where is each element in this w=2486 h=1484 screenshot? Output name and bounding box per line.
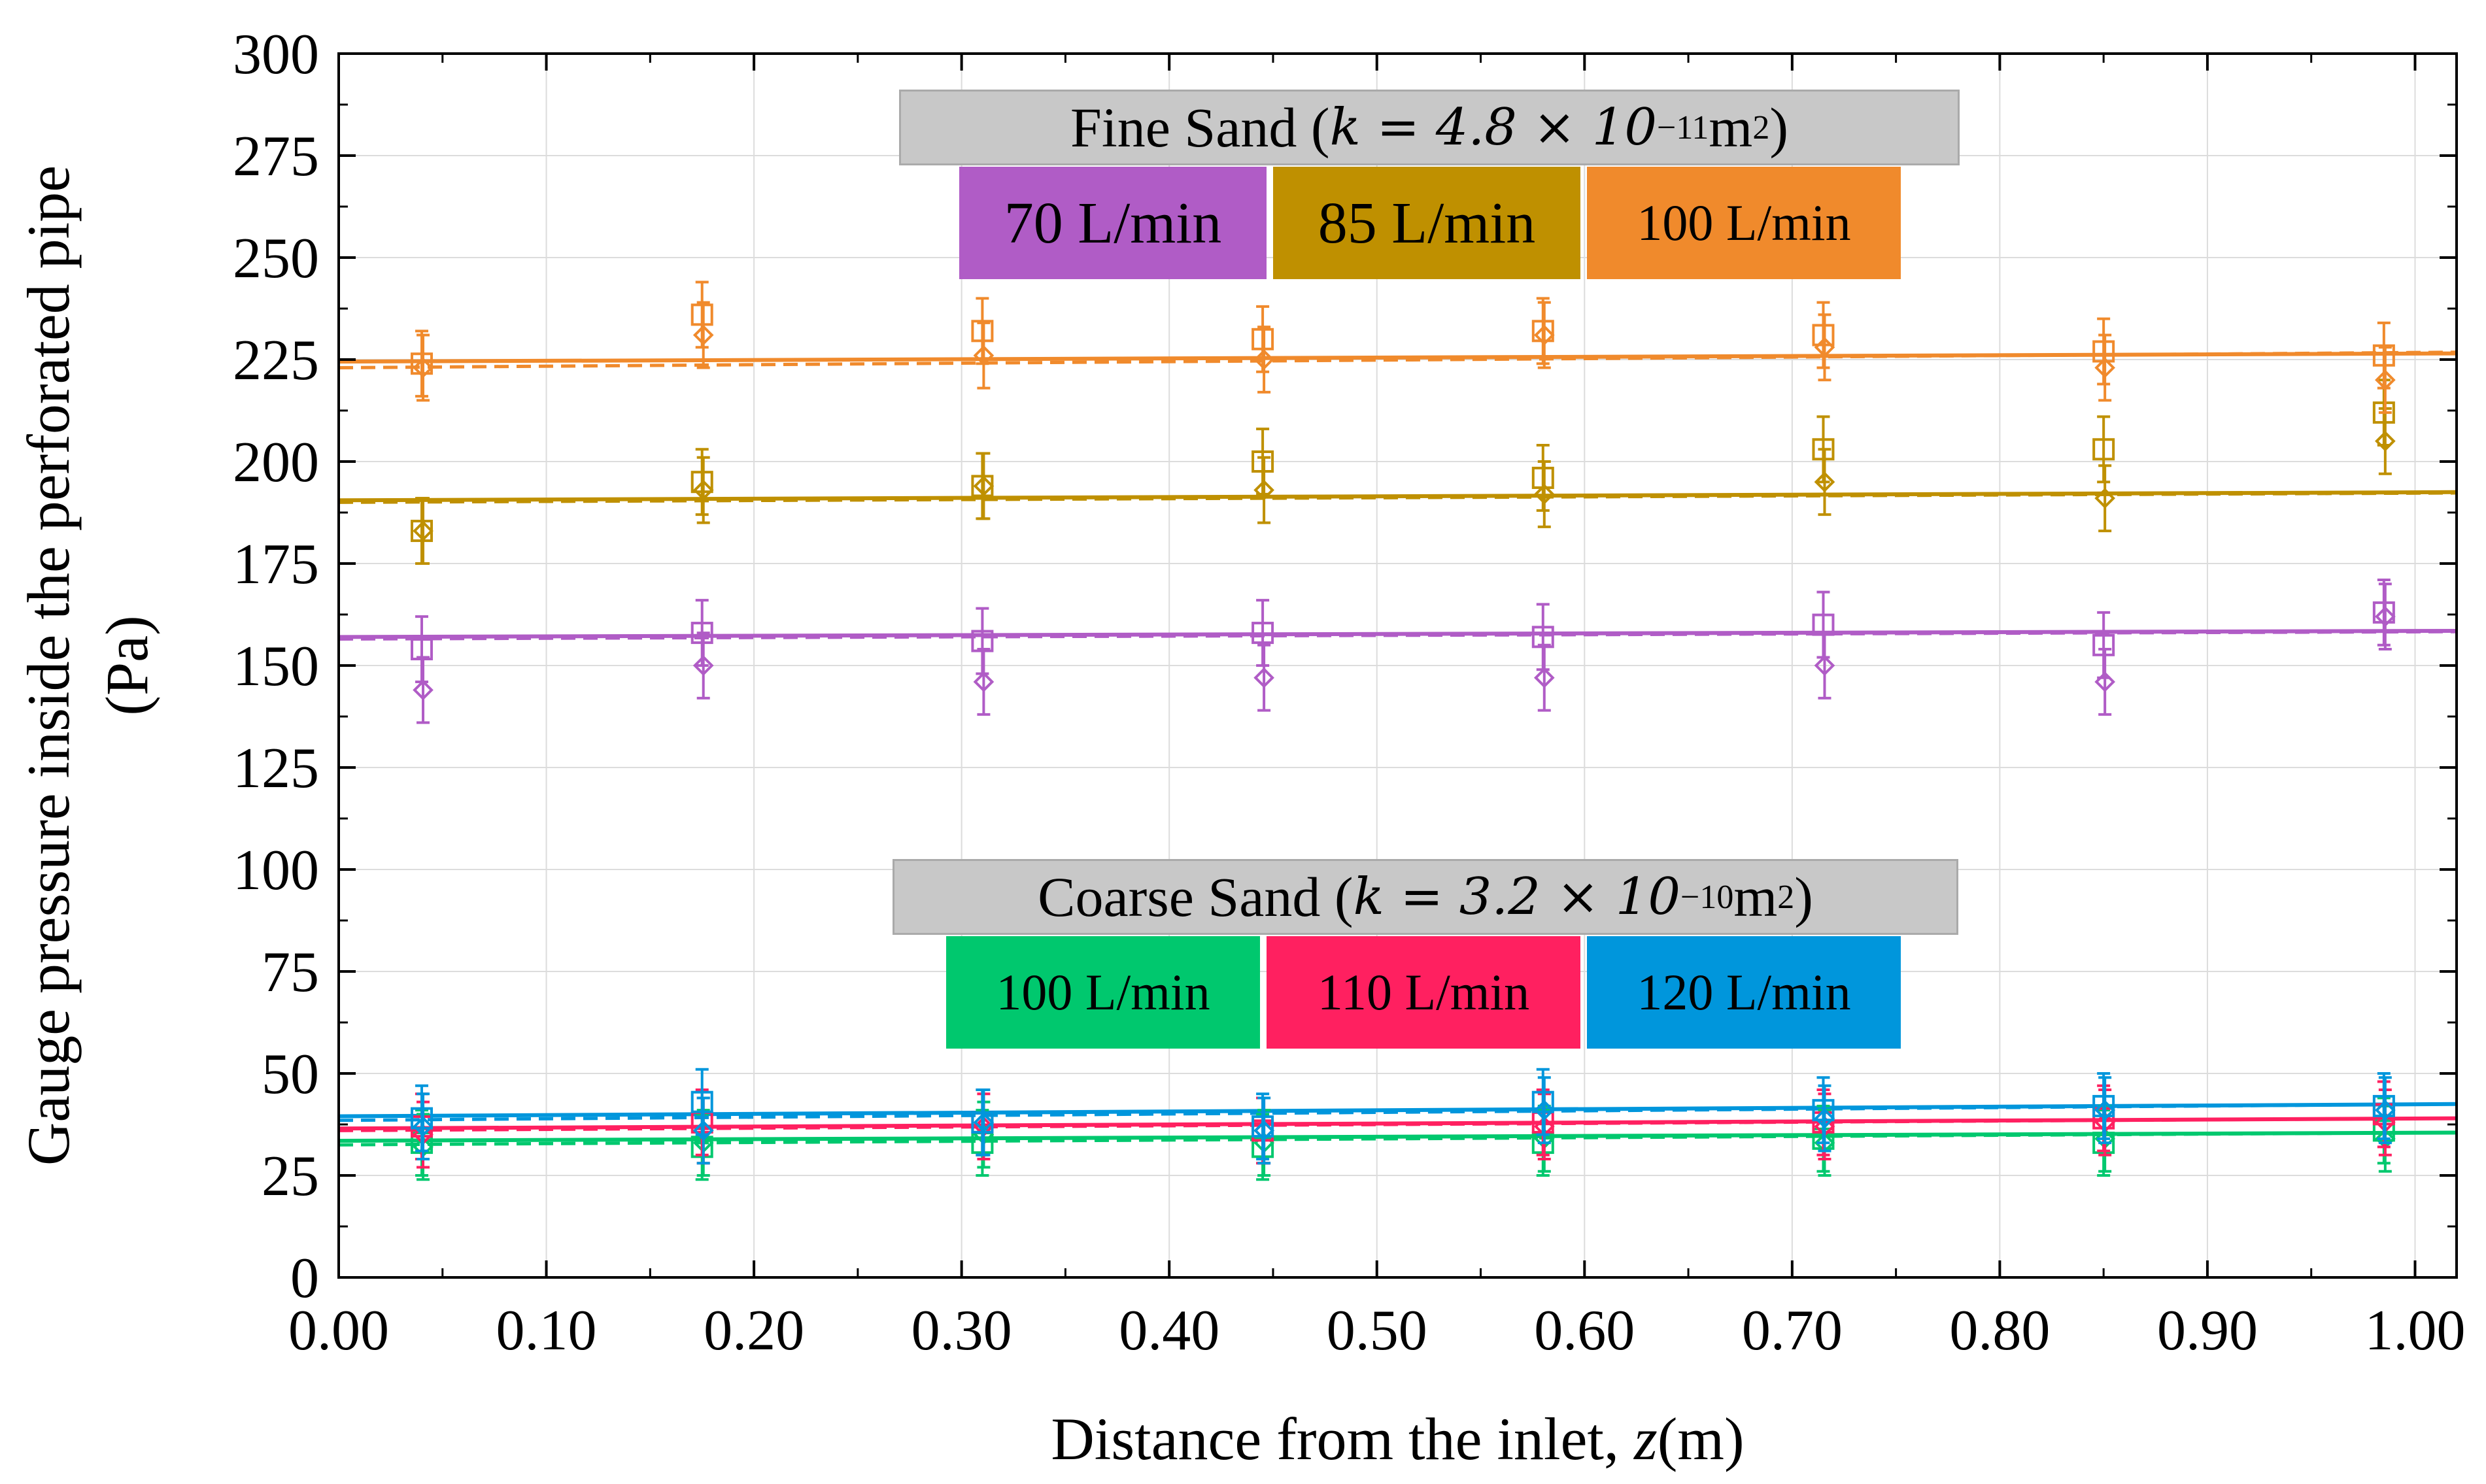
y-tick-label: 275 [233, 125, 319, 188]
diamond-marker [2375, 369, 2396, 391]
x-tick-label: 0.90 [2157, 1299, 2258, 1362]
diamond-marker [1533, 324, 1555, 346]
y-tick-label: 125 [233, 737, 319, 800]
diamond-marker [1814, 1107, 1835, 1129]
diamond-marker [1533, 1100, 1555, 1121]
axis-ticks [337, 52, 2457, 1279]
diamond-marker [692, 1120, 714, 1141]
y-tick-label: 100 [233, 839, 319, 902]
diamond-marker [1814, 471, 1835, 493]
x-tick-label: 1.00 [2364, 1299, 2465, 1362]
y-tick-label: 200 [233, 431, 319, 494]
diamond-marker [413, 679, 434, 701]
diamond-marker [2375, 430, 2396, 452]
x-tick-label: 0.20 [704, 1299, 804, 1362]
y-tick-label: 75 [262, 941, 319, 1004]
y-tick-label: 225 [233, 329, 319, 392]
coarse-sand-title: Coarse Sand (k = 3.2 × 10 −10 m 2) [893, 859, 1958, 935]
square-marker [1252, 622, 1274, 645]
x-tick-label: 0.60 [1534, 1299, 1635, 1362]
y-tick-label: 150 [233, 635, 319, 698]
data-points [411, 280, 2396, 1181]
diamond-marker [2375, 606, 2396, 627]
diamond-marker [1253, 1120, 1274, 1141]
diamond-marker [973, 1112, 995, 1133]
diamond-marker [692, 655, 714, 676]
legend-coarse-100: 100 L/min [946, 936, 1260, 1049]
y-tick-label: 50 [262, 1043, 319, 1106]
square-marker [2092, 438, 2115, 461]
legend-coarse-110: 110 L/min [1267, 936, 1580, 1049]
diamond-marker [1533, 667, 1555, 688]
diamond-marker [1814, 655, 1835, 676]
diamond-marker [2094, 671, 2115, 692]
y-tick-label: 300 [233, 23, 319, 86]
y-tick-label: 250 [233, 227, 319, 290]
y-tick-label: 0 [290, 1247, 319, 1310]
diamond-marker [2094, 1100, 2115, 1121]
y-axis-label-unit: (Pa) [94, 615, 160, 715]
diamond-marker [2375, 1100, 2396, 1121]
x-tick-label: 0.80 [1949, 1299, 2050, 1362]
legend-coarse-120: 120 L/min [1587, 936, 1901, 1049]
diamond-marker [413, 520, 434, 541]
legend-fine-85: 85 L/min [1273, 167, 1580, 279]
x-tick-label: 0.30 [911, 1299, 1012, 1362]
x-tick-label: 0.50 [1327, 1299, 1427, 1362]
x-tick-label: 0.00 [288, 1299, 389, 1362]
y-axis-label: Gauge pressure inside the perforated pip… [15, 165, 82, 1166]
y-tick-label: 25 [262, 1145, 319, 1208]
x-tick-labels: 0.00 0.10 0.20 0.30 0.40 0.50 0.60 0.70 0.80 0.90… [288, 1299, 2465, 1362]
x-tick-label: 0.10 [496, 1299, 597, 1362]
diamond-marker [692, 324, 714, 346]
diamond-marker [2094, 488, 2115, 509]
diamond-marker [413, 1116, 434, 1137]
legend-fine-70: 70 L/min [959, 167, 1267, 279]
x-tick-label: 0.70 [1742, 1299, 1843, 1362]
diamond-marker [1533, 484, 1555, 505]
diamond-marker [1253, 349, 1274, 370]
y-tick-labels: 0 25 50 75 100 125 150 175 200 225 250 275 300 [233, 23, 319, 1310]
legend-fine-100: 100 L/min [1587, 167, 1901, 279]
diamond-marker [1253, 479, 1274, 501]
fine-sand-title: Fine Sand (k = 4.8 × 10 −11 m 2) [899, 90, 1960, 165]
diamond-marker [1253, 667, 1274, 688]
diamond-marker [973, 671, 995, 692]
diamond-marker [1814, 337, 1835, 358]
diamond-marker [692, 479, 714, 501]
x-axis-label: Distance from the inlet, z(m) [1051, 1406, 1744, 1472]
diamond-marker [973, 345, 995, 366]
y-tick-label: 175 [233, 533, 319, 596]
diamond-marker [413, 357, 434, 379]
x-tick-label: 0.40 [1119, 1299, 1219, 1362]
diamond-marker [973, 475, 995, 497]
diamond-marker [2094, 357, 2115, 379]
fit-line-5 [338, 1102, 2457, 1119]
